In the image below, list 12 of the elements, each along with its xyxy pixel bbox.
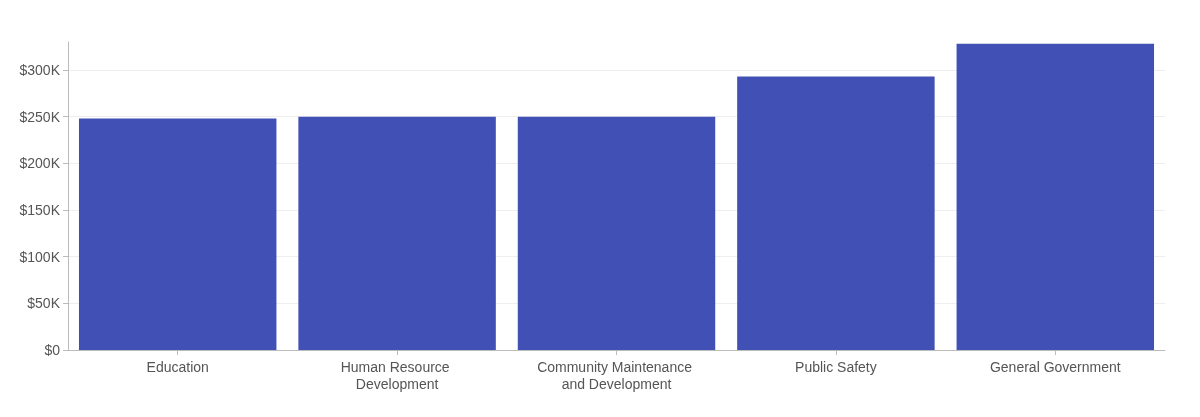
y-tick-label: $100K: [19, 248, 61, 265]
y-tick-label: $250K: [19, 108, 61, 125]
y-tick-label: $0: [44, 342, 61, 358]
x-tick-label: Education: [146, 358, 209, 375]
x-tick-label: Public Safety: [795, 358, 877, 375]
y-tick-label: $300K: [19, 62, 61, 78]
y-tick-label: $200K: [19, 155, 61, 172]
y-tick-label: $150K: [19, 202, 61, 218]
x-tick-label: Human Resource Development: [340, 358, 454, 392]
x-tick-label: Community Maintenance and Development: [537, 358, 696, 392]
x-tick-label: General Government: [989, 358, 1121, 375]
y-tick-label: $50K: [27, 295, 61, 312]
